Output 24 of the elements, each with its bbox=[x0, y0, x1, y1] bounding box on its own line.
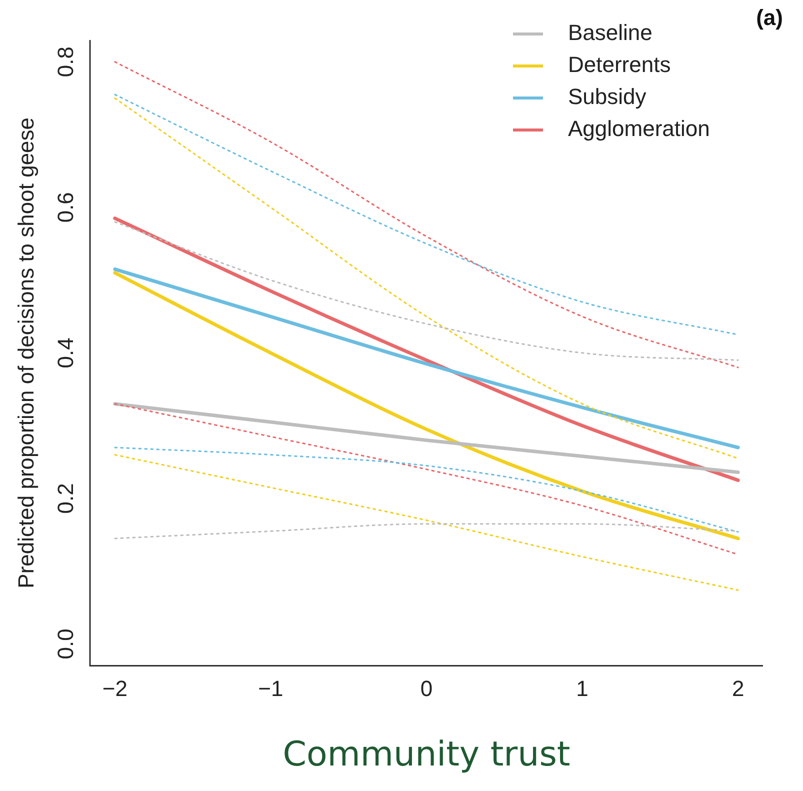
line-series bbox=[114, 221, 739, 361]
x-tick-label: −2 bbox=[102, 676, 128, 702]
line-series bbox=[114, 454, 739, 591]
legend-label: Baseline bbox=[568, 20, 652, 46]
text: (a) bbox=[756, 5, 783, 30]
y-tick-label: 0.0 bbox=[53, 628, 78, 660]
line-series bbox=[113, 402, 740, 474]
line-series bbox=[114, 446, 739, 533]
y-tick-label: 0.4 bbox=[53, 338, 78, 368]
x-tick-label: 2 bbox=[732, 676, 744, 702]
line-series bbox=[113, 267, 740, 450]
y-tick-label: 0.6 bbox=[53, 192, 78, 223]
x-tick-label: −1 bbox=[258, 676, 284, 702]
x-tick-label: 1 bbox=[576, 676, 588, 702]
y-tick-label: 0.8 bbox=[53, 46, 78, 78]
legend-label: Agglomeration bbox=[568, 116, 710, 142]
x-axis-title: Community trust bbox=[282, 734, 570, 774]
x-tick-label: 0 bbox=[420, 676, 433, 702]
legend-label: Subsidy bbox=[568, 84, 646, 110]
y-axis-title: Predicted proportion of decisions to shoot geese bbox=[13, 117, 38, 588]
line-series bbox=[113, 271, 740, 540]
legend-label: Deterrents bbox=[568, 52, 671, 78]
line-series bbox=[113, 216, 740, 482]
y-tick-label: 0.2 bbox=[53, 483, 78, 514]
